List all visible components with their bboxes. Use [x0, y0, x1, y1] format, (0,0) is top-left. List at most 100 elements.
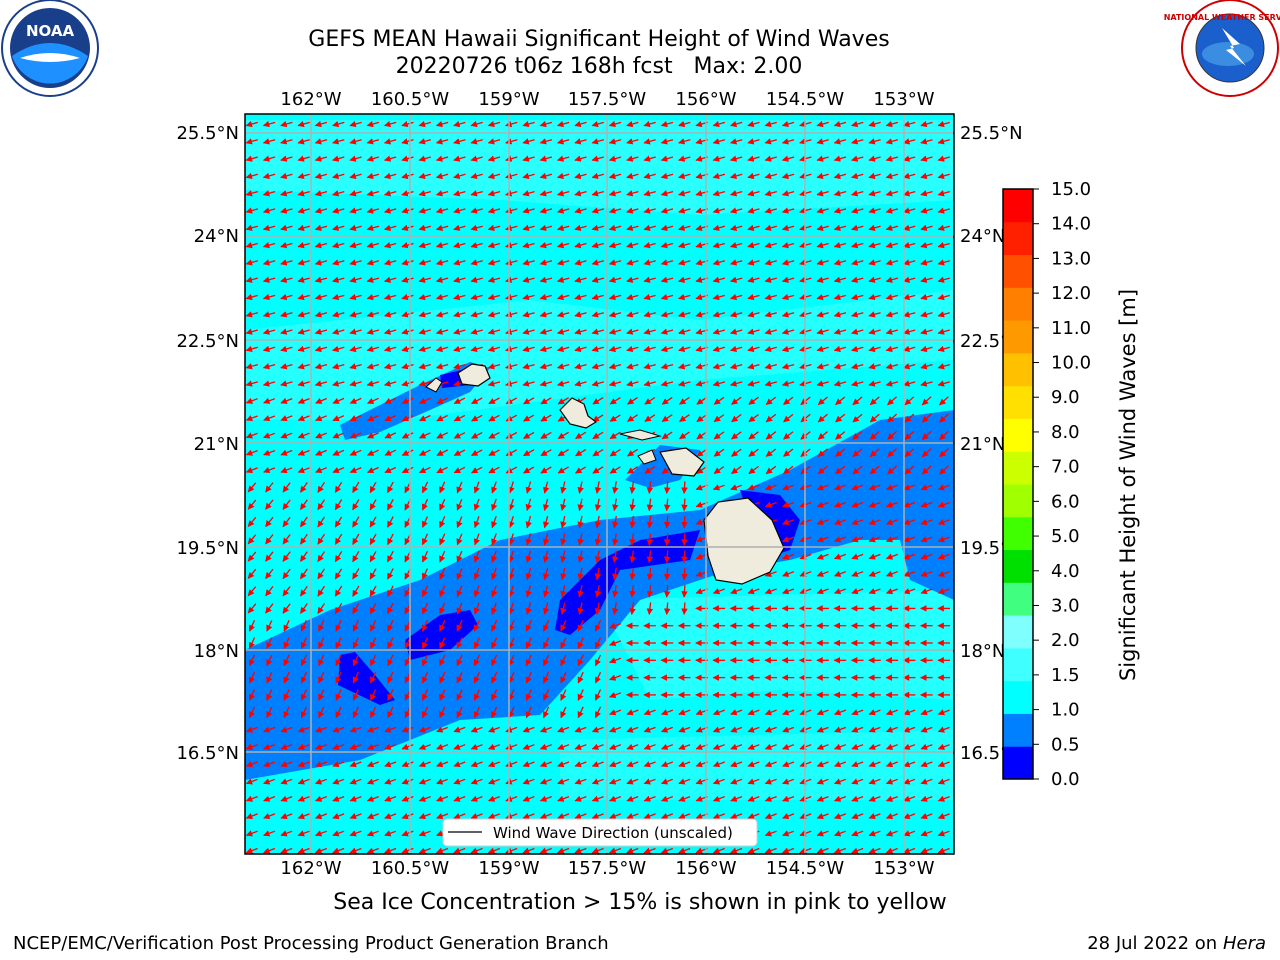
- direction-arrow: [280, 311, 293, 318]
- direction-arrow: [681, 602, 688, 616]
- direction-arrow: [367, 432, 379, 439]
- direction-arrow: [816, 242, 829, 249]
- direction-arrow: [660, 155, 674, 162]
- direction-arrow: [747, 276, 760, 283]
- direction-arrow: [712, 311, 726, 318]
- direction-arrow: [470, 311, 483, 318]
- direction-arrow: [885, 224, 899, 231]
- direction-arrow: [696, 414, 708, 423]
- direction-arrow: [678, 172, 691, 180]
- direction-arrow: [297, 345, 310, 353]
- colorbar-label: Significant Height of Wind Waves [m]: [1116, 288, 1140, 682]
- direction-arrow: [885, 363, 899, 370]
- direction-arrow: [539, 328, 553, 335]
- direction-arrow: [816, 155, 829, 162]
- direction-arrow: [851, 120, 864, 128]
- direction-arrow: [314, 138, 328, 145]
- direction-arrow: [937, 293, 950, 301]
- direction-arrow: [868, 224, 881, 231]
- direction-arrow: [574, 190, 587, 197]
- direction-arrow: [280, 172, 293, 180]
- direction-arrow: [678, 276, 691, 283]
- direction-arrow: [869, 413, 880, 423]
- direction-arrow: [643, 380, 656, 387]
- direction-arrow: [937, 311, 950, 318]
- direction-arrow: [608, 120, 622, 128]
- lat-tick-left: 18°N: [194, 641, 239, 662]
- direction-arrow: [349, 293, 362, 301]
- direction-arrow: [349, 120, 362, 128]
- direction-arrow: [678, 138, 691, 145]
- direction-arrow: [781, 120, 795, 128]
- direction-arrow: [470, 276, 483, 283]
- direction-arrow: [920, 242, 933, 249]
- direction-arrow: [885, 328, 899, 335]
- direction-arrow: [401, 414, 414, 422]
- direction-arrow: [937, 190, 950, 197]
- direction-arrow: [556, 242, 570, 249]
- direction-arrow: [747, 380, 760, 387]
- direction-arrow: [748, 413, 759, 423]
- direction-arrow: [816, 328, 829, 335]
- direction-arrow: [505, 242, 518, 249]
- direction-arrow: [626, 155, 639, 162]
- direction-arrow: [712, 120, 726, 128]
- direction-arrow: [626, 293, 639, 301]
- direction-arrow: [522, 138, 535, 145]
- direction-arrow: [349, 432, 362, 439]
- direction-arrow: [902, 138, 916, 145]
- direction-arrow: [505, 120, 518, 128]
- colorbar-segment: [1003, 680, 1033, 714]
- direction-arrow: [764, 259, 777, 266]
- direction-arrow: [556, 276, 570, 283]
- direction-arrow: [937, 259, 950, 266]
- footer-credit: NCEP/EMC/Verification Post Processing Pr…: [13, 933, 609, 954]
- direction-arrow: [297, 363, 310, 370]
- direction-arrow: [488, 432, 500, 439]
- direction-arrow: [505, 207, 518, 214]
- direction-arrow: [643, 363, 656, 370]
- direction-arrow: [487, 207, 501, 214]
- direction-arrow: [713, 396, 725, 405]
- direction-arrow: [435, 276, 449, 283]
- direction-arrow: [765, 413, 777, 423]
- direction-arrow: [280, 380, 293, 387]
- direction-arrow: [435, 363, 449, 370]
- direction-arrow: [869, 396, 880, 406]
- direction-arrow: [297, 432, 310, 439]
- direction-arrow: [764, 328, 777, 335]
- direction-arrow: [332, 155, 345, 162]
- direction-arrow: [332, 120, 345, 128]
- lat-tick-left: 24°N: [194, 226, 239, 247]
- direction-arrow: [539, 242, 553, 249]
- direction-arrow: [851, 207, 864, 214]
- direction-arrow: [747, 172, 760, 180]
- direction-arrow: [505, 293, 518, 301]
- direction-arrow: [487, 345, 501, 353]
- direction-arrow: [902, 276, 916, 283]
- direction-arrow: [852, 413, 863, 423]
- direction-arrow: [627, 414, 638, 422]
- direction-arrow: [781, 155, 795, 162]
- direction-arrow: [366, 328, 380, 335]
- direction-arrow: [729, 224, 743, 231]
- direction-arrow: [436, 432, 448, 439]
- direction-arrow: [643, 242, 656, 249]
- direction-arrow: [262, 224, 276, 231]
- direction-arrow: [453, 293, 466, 301]
- direction-arrow: [297, 397, 310, 404]
- direction-arrow: [868, 293, 881, 301]
- direction-arrow: [764, 242, 777, 249]
- direction-arrow: [764, 276, 777, 283]
- direction-arrow: [937, 138, 950, 145]
- direction-arrow: [764, 293, 777, 301]
- direction-arrow: [280, 120, 293, 128]
- direction-arrow: [868, 276, 881, 283]
- footer-date: 28 Jul 2022 on Hera: [1087, 933, 1266, 954]
- direction-arrow: [644, 414, 656, 422]
- direction-arrow: [522, 328, 535, 335]
- colorbar-tick-label: 12.0: [1051, 283, 1091, 304]
- direction-arrow: [781, 293, 795, 301]
- direction-arrow: [556, 224, 570, 231]
